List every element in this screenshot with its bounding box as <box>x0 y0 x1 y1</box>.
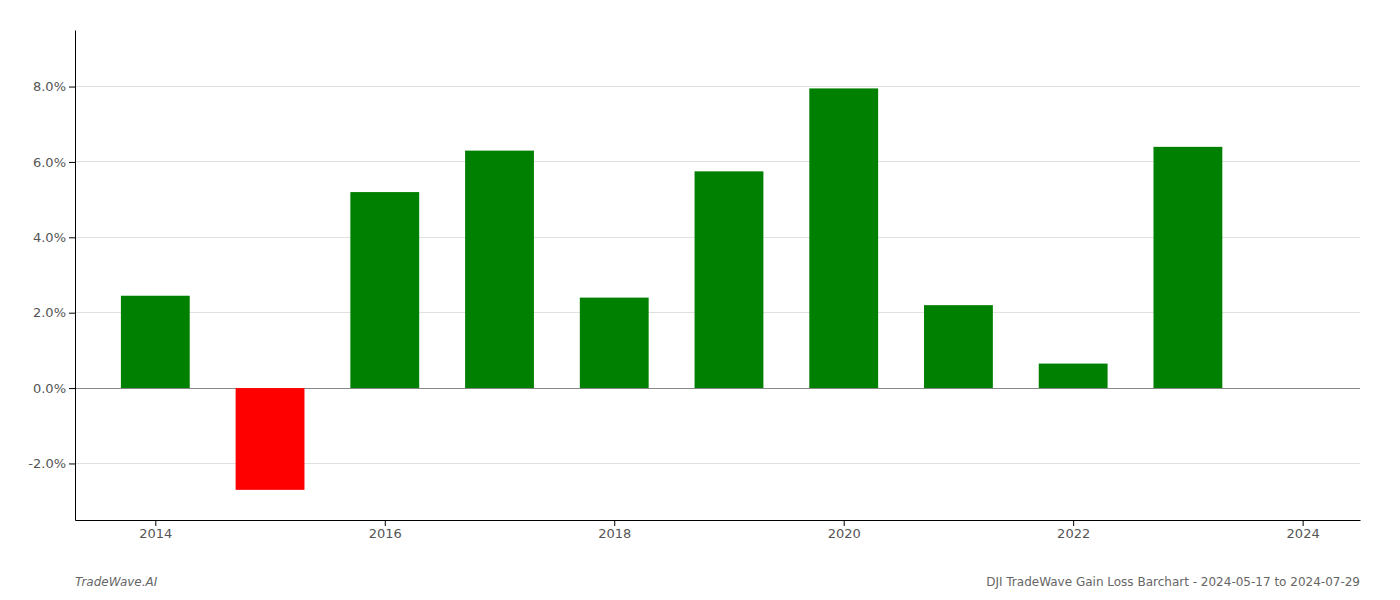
x-tick-mark <box>614 520 615 526</box>
x-tick-label: 2022 <box>1057 526 1090 541</box>
bar <box>924 305 993 388</box>
x-tick-label: 2024 <box>1287 526 1320 541</box>
x-axis: 2014 2016 2018 2020 2022 2024 <box>76 520 1361 541</box>
x-tick-mark <box>155 520 156 526</box>
x-tick-mark <box>385 520 386 526</box>
x-tick: 2022 <box>1057 520 1090 541</box>
bar <box>695 171 764 388</box>
x-tick-mark <box>1073 520 1074 526</box>
y-tick: 8.0% <box>33 79 75 94</box>
annotation: DJI TradeWave Gain Loss Barchart - 2024-… <box>986 575 1360 589</box>
x-tick-label: 2018 <box>598 526 631 541</box>
plot: 2014 2016 2018 2020 2022 2024 -2.0% 0.0% 2.0% 4.0… <box>28 31 1360 542</box>
x-tick: 2018 <box>598 520 631 541</box>
x-tick: 2014 <box>139 520 172 541</box>
x-tick-label: 2020 <box>828 526 861 541</box>
y-tick: 6.0% <box>33 155 75 170</box>
chart: 2014 2016 2018 2020 2022 2024 -2.0% 0.0% 2.0% 4.0… <box>0 0 1400 600</box>
bars <box>121 88 1222 489</box>
y-tick-mark <box>69 313 75 314</box>
x-tick-mark <box>1303 520 1304 526</box>
y-tick: 0.0% <box>33 381 75 396</box>
y-tick-label: 2.0% <box>33 305 66 320</box>
x-tick: 2024 <box>1287 520 1320 541</box>
bar <box>1153 147 1222 388</box>
bar <box>809 88 878 388</box>
annotation: TradeWave.AI <box>75 575 158 589</box>
grid-line <box>75 86 1360 87</box>
y-tick-mark <box>69 162 75 163</box>
bar <box>580 298 649 388</box>
x-tick: 2020 <box>828 520 861 541</box>
y-tick: -2.0% <box>28 456 75 471</box>
y-tick: 2.0% <box>33 305 75 320</box>
x-tick-label: 2016 <box>369 526 402 541</box>
bar <box>465 151 534 388</box>
bar <box>121 296 190 388</box>
y-tick-mark <box>69 87 75 88</box>
y-tick-mark <box>69 463 75 464</box>
bar <box>1039 364 1108 389</box>
x-tick-mark <box>844 520 845 526</box>
axis-line <box>76 520 1361 521</box>
x-tick: 2016 <box>369 520 402 541</box>
y-axis: -2.0% 0.0% 2.0% 4.0% 6.0% 8.0% <box>28 31 75 521</box>
y-tick-label: 8.0% <box>33 79 66 94</box>
bar <box>350 192 419 388</box>
y-tick-label: 4.0% <box>33 230 66 245</box>
y-tick-label: -2.0% <box>28 456 66 471</box>
y-tick-mark <box>69 388 75 389</box>
y-tick-mark <box>69 237 75 238</box>
y-tick: 4.0% <box>33 230 75 245</box>
axis-line <box>75 31 76 521</box>
y-tick-label: 6.0% <box>33 155 66 170</box>
x-tick-label: 2014 <box>139 526 172 541</box>
bar <box>236 388 305 490</box>
y-tick-label: 0.0% <box>33 381 66 396</box>
